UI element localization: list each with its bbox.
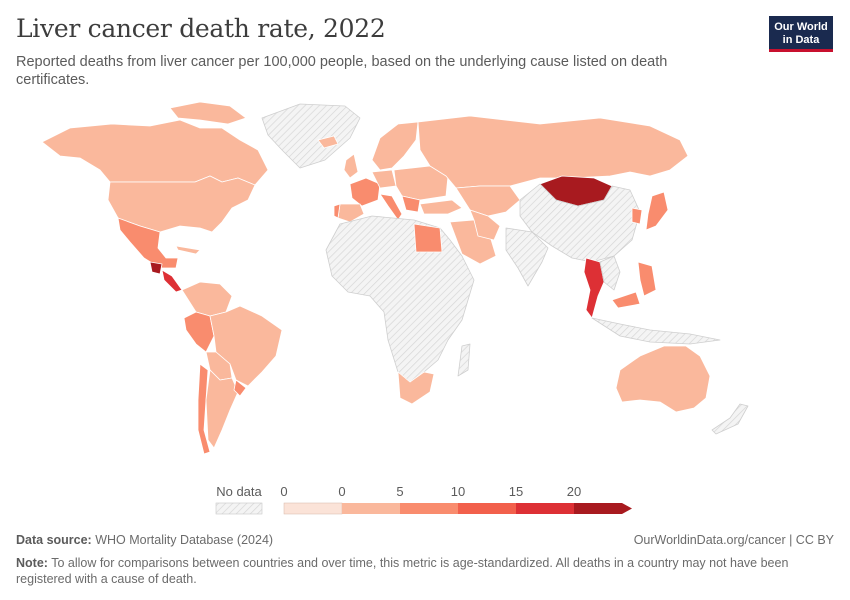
- legend-tick-label: 5: [396, 484, 403, 499]
- region-chile[interactable]: [197, 363, 211, 455]
- legend-tick-label: 0: [280, 484, 287, 499]
- legend-ticks: 0 0 5 10 15 20: [280, 484, 581, 499]
- region-central-asia[interactable]: [455, 185, 521, 217]
- region-iceland[interactable]: [317, 135, 339, 149]
- region-central-america[interactable]: [161, 269, 183, 293]
- region-guatemala[interactable]: [149, 261, 163, 275]
- region-madagascar[interactable]: [457, 343, 471, 377]
- region-egypt[interactable]: [413, 223, 443, 253]
- region-uruguay[interactable]: [233, 379, 247, 397]
- region-new-zealand[interactable]: [711, 403, 749, 435]
- region-canada-islands[interactable]: [169, 101, 247, 125]
- chart-note: Note: To allow for comparisons between c…: [16, 555, 816, 587]
- data-source: Data source: WHO Mortality Database (202…: [16, 533, 273, 547]
- region-china[interactable]: [519, 183, 641, 263]
- region-africa[interactable]: [325, 215, 475, 383]
- legend-bins: [283, 502, 632, 515]
- region-colombia[interactable]: [181, 281, 233, 317]
- region-cuba[interactable]: [175, 245, 201, 255]
- legend-tick-label: 20: [567, 484, 581, 499]
- region-korea[interactable]: [631, 207, 643, 225]
- region-france[interactable]: [349, 177, 381, 207]
- legend-tick-label: 10: [451, 484, 465, 499]
- region-se-asia[interactable]: [599, 255, 621, 291]
- note-text: To allow for comparisons between countri…: [16, 556, 789, 586]
- region-philippines[interactable]: [637, 261, 657, 297]
- legend-tick-label: 15: [509, 484, 523, 499]
- owid-logo[interactable]: Our World in Data: [769, 16, 833, 52]
- legend-bin[interactable]: [342, 503, 400, 514]
- region-indonesia[interactable]: [591, 317, 721, 345]
- region-portugal[interactable]: [333, 203, 341, 219]
- logo-line-1: Our World: [774, 21, 828, 33]
- chart-title: Liver cancer death rate, 2022: [16, 14, 386, 43]
- logo-line-2: in Data: [782, 34, 820, 46]
- region-balkans[interactable]: [401, 195, 421, 213]
- region-japan[interactable]: [645, 191, 669, 231]
- legend-bin[interactable]: [516, 503, 574, 514]
- data-source-label: Data source:: [16, 533, 92, 547]
- region-turkey[interactable]: [419, 199, 463, 215]
- region-russia[interactable]: [417, 115, 689, 189]
- region-peru[interactable]: [183, 311, 215, 353]
- legend-bin[interactable]: [400, 503, 458, 514]
- legend-bin[interactable]: [574, 503, 632, 514]
- region-malaysia[interactable]: [611, 291, 641, 309]
- data-source-text[interactable]: WHO Mortality Database (2024): [95, 533, 274, 547]
- world-map: [41, 101, 749, 455]
- region-uk[interactable]: [343, 153, 359, 179]
- region-argentina[interactable]: [205, 369, 239, 449]
- region-mexico[interactable]: [117, 217, 179, 269]
- credit-link[interactable]: OurWorldinData.org/cancer | CC BY: [633, 533, 834, 547]
- note-label: Note:: [16, 556, 48, 570]
- region-italy[interactable]: [379, 193, 403, 221]
- legend-bin[interactable]: [458, 503, 516, 514]
- region-australia[interactable]: [615, 345, 711, 413]
- region-canada[interactable]: [41, 119, 269, 186]
- legend-bin[interactable]: [283, 502, 343, 515]
- legend-no-data-swatch: [215, 502, 263, 515]
- region-scandinavia[interactable]: [371, 121, 419, 171]
- legend-tick-label: 0: [338, 484, 345, 499]
- legend-no-data-label: No data: [216, 484, 262, 499]
- region-greenland[interactable]: [261, 103, 361, 169]
- chart-subtitle: Reported deaths from liver cancer per 10…: [16, 54, 668, 88]
- region-south-africa[interactable]: [397, 371, 435, 405]
- region-iran[interactable]: [469, 209, 501, 241]
- region-india[interactable]: [505, 227, 549, 287]
